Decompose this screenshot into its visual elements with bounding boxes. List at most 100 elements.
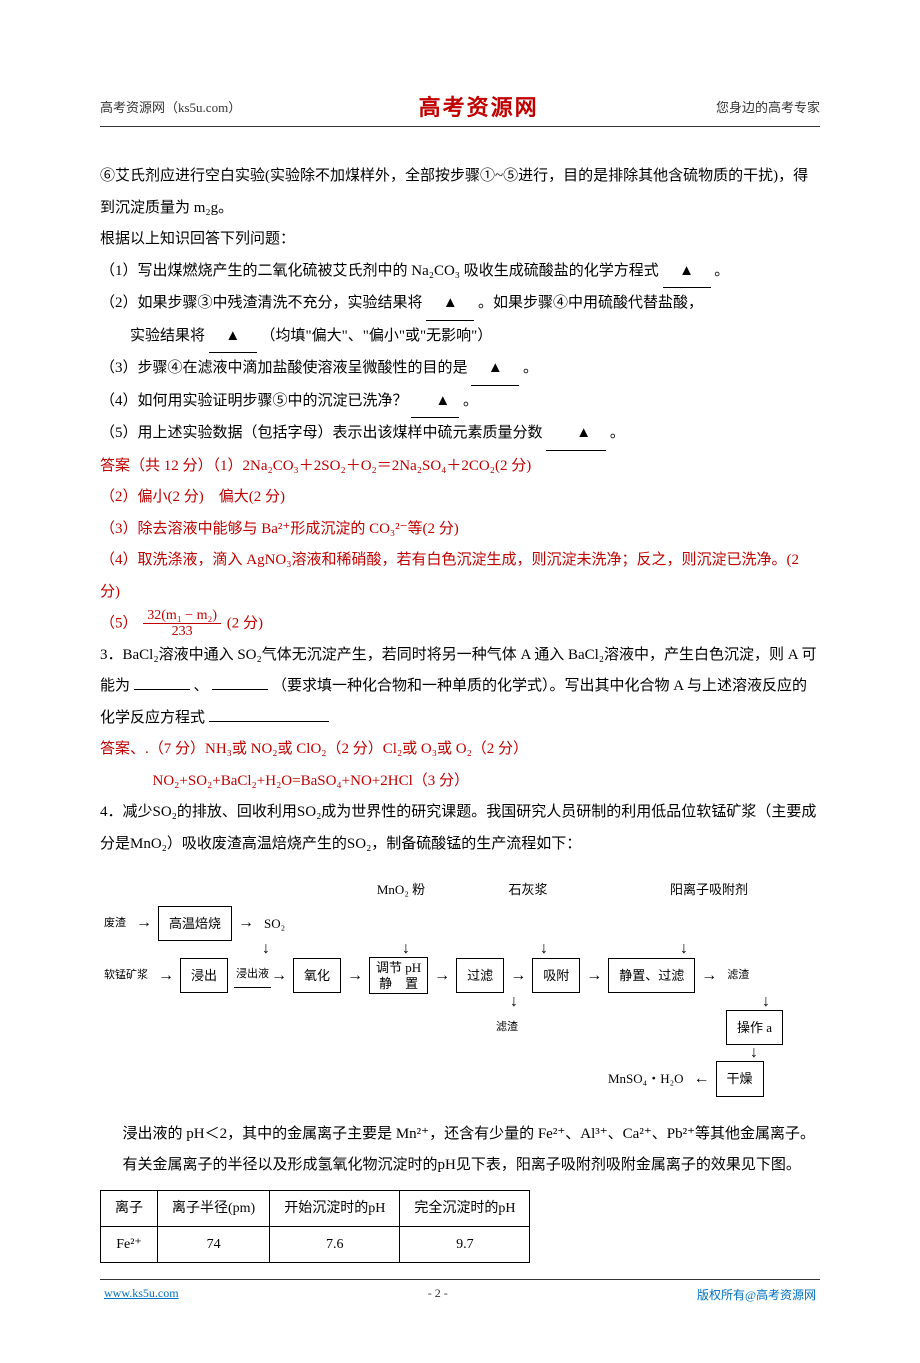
document-body: ⑥艾氏剂应进行空白实验(实验除不加煤样外，全部按步骤①~⑤进行，目的是排除其他含… — [100, 161, 820, 1263]
para-step6: ⑥艾氏剂应进行空白实验(实验除不加煤样外，全部按步骤①~⑤进行，目的是排除其他含… — [100, 161, 820, 224]
th-ion: 离子 — [101, 1190, 158, 1226]
flow-label-residue: 滤渣 — [492, 1016, 522, 1039]
flow-box-line1: 调节 pH — [376, 960, 421, 975]
answer-line-5: （5） 32(m₁ − m₂) 233 (2 分) — [100, 608, 820, 640]
arrow-left-icon — [694, 1062, 710, 1096]
flow-label-mno2: MnO₂ 粉 — [362, 876, 440, 903]
td-ion: Fe²⁺ — [101, 1227, 158, 1263]
page-footer: www.ks5u.com - 2 - 版权所有@高考资源网 — [100, 1286, 820, 1303]
flow-op-a-text: 操作 a — [737, 1020, 772, 1035]
q2a-text: （2）如果步骤③中残渣清洗不充分，实验结果将 — [100, 295, 423, 311]
question-4: （4）如何用实验证明步骤⑤中的沉淀已洗净？ ▲ 。 — [100, 386, 820, 419]
flow-box-filter: 过滤 — [456, 958, 504, 993]
p3-sep: 、 — [194, 678, 209, 694]
arrow-right-icon — [510, 959, 526, 993]
arrow-down-icon — [674, 941, 694, 957]
arrow-right-icon — [434, 959, 450, 993]
problem-4-stem: 4．减少SO₂的排放、回收利用SO₂成为世界性的研究课题。我国研究人员研制的利用… — [100, 797, 820, 860]
td-start-ph: 7.6 — [270, 1227, 400, 1263]
footer-page-number: - 2 - — [428, 1286, 448, 1303]
blank-fill: ▲ — [411, 386, 459, 419]
blank-fill: ▲ — [471, 353, 519, 386]
question-3: （3）步骤④在滤液中滴加盐酸使溶液呈微酸性的目的是 ▲ 。 — [100, 353, 820, 386]
problem-3-answer-1: 答案、.（7 分）NH₃或 NO₂或 ClO₂（2 分）Cl₂或 O₃或 O₂（… — [100, 734, 820, 766]
q1-end: 。 — [714, 263, 729, 279]
blank-marker-icon: ▲ — [225, 328, 240, 344]
header-rule — [100, 126, 820, 127]
page-header: 高考资源网（ks5u.com） 高考资源网 您身边的高考专家 — [100, 90, 820, 122]
q4a-text: （4）如何用实验证明步骤⑤中的沉淀已洗净？ — [100, 393, 408, 409]
q2b-text: 。如果步骤④中用硫酸代替盐酸， — [478, 295, 703, 311]
flow-input-ore: 软锰矿浆 — [100, 964, 152, 987]
flow-output-residue: 滤渣 — [723, 964, 753, 987]
flow-box-settle-filter: 静置、过滤 — [608, 958, 695, 993]
ans5-post: (2 分) — [227, 615, 263, 631]
header-right: 您身边的高考专家 — [716, 97, 820, 116]
flow-label-so2: SO₂ — [260, 910, 289, 937]
flow-product: MnSO₄・H₂O — [604, 1065, 688, 1092]
header-center-logo: 高考资源网 — [419, 90, 539, 122]
arrow-right-icon — [586, 959, 602, 993]
blank-marker-icon: ▲ — [435, 393, 450, 409]
blank-marker-icon: ▲ — [576, 425, 591, 441]
footer-url[interactable]: www.ks5u.com — [104, 1286, 179, 1303]
flow-label-cation: 阳离子吸附剂 — [666, 876, 752, 903]
flow-box-line2: 静 置 — [379, 976, 418, 991]
question-1: （1）写出煤燃烧产生的二氧化硫被艾氏剂中的 Na₂CO₃ 吸收生成硫酸盐的化学方… — [100, 256, 820, 289]
flow-label-leachate: 浸出液 — [234, 963, 271, 987]
q5b-text: 。 — [610, 425, 625, 441]
arrow-right-icon — [158, 959, 174, 993]
arrow-right-icon — [238, 906, 254, 940]
blank-fill — [212, 689, 268, 690]
question-2-line2: 实验结果将 ▲ （均填"偏大"、"偏小"或"无影响"） — [100, 321, 820, 354]
q4b-text: 。 — [463, 393, 478, 409]
arrow-down-icon — [744, 1045, 764, 1061]
arrow-down-icon — [756, 994, 776, 1010]
problem-3-stem: 3．BaCl₂溶液中通入 SO₂气体无沉淀产生，若同时将另一种气体 A 通入 B… — [100, 640, 820, 735]
blank-marker-icon: ▲ — [488, 360, 503, 376]
header-left: 高考资源网（ks5u.com） — [100, 97, 241, 116]
q3b-text: 。 — [523, 360, 538, 376]
answer-line-3: （3）除去溶液中能够与 Ba²⁺形成沉淀的 CO₃²⁻等(2 分) — [100, 514, 820, 546]
post-flow-para-2: 有关金属离子的半径以及形成氢氧化物沉淀时的pH见下表，阳离子吸附剂吸附金属离子的… — [100, 1150, 820, 1182]
blank-marker-icon: ▲ — [679, 256, 694, 288]
ion-table: 离子 离子半径(pm) 开始沉淀时的pH 完全沉淀时的pH Fe²⁺ 74 7.… — [100, 1190, 530, 1264]
th-full-ph: 完全沉淀时的pH — [400, 1190, 530, 1226]
td-radius: 74 — [158, 1227, 270, 1263]
flow-box-oxidize: 氧化 — [293, 958, 341, 993]
flow-input-waste: 废渣 — [100, 912, 130, 935]
arrow-down-icon — [256, 941, 276, 957]
fraction-numerator: 32(m₁ − m₂) — [143, 608, 221, 624]
blank-fill: ▲ — [663, 256, 711, 289]
question-5: （5）用上述实验数据（包括字母）表示出该煤样中硫元素质量分数 ▲ 。 — [100, 418, 820, 451]
blank-fill: ▲ — [546, 418, 606, 451]
answer-line-2: （2）偏小(2 分) 偏大(2 分) — [100, 482, 820, 514]
ans5-pre: （5） — [100, 615, 138, 631]
arrow-right-icon — [701, 959, 717, 993]
process-flowchart: MnO₂ 粉 石灰浆 阳离子吸附剂 废渣 高温焙烧 SO₂ — [100, 876, 820, 1096]
q3a-text: （3）步骤④在滤液中滴加盐酸使溶液呈微酸性的目的是 — [100, 360, 468, 376]
arrow-right-icon — [136, 906, 152, 940]
flow-box-leach: 浸出 — [180, 958, 228, 993]
blank-fill: ▲ — [426, 288, 474, 321]
flow-label-lime: 石灰浆 — [494, 876, 562, 903]
arrow-down-icon — [504, 994, 524, 1010]
th-radius: 离子半径(pm) — [158, 1190, 270, 1226]
q2c-post: （均填"偏大"、"偏小"或"无影响"） — [261, 328, 493, 344]
flow-box-adjust-ph: 调节 pH 静 置 — [369, 957, 428, 994]
arrow-right-icon — [271, 959, 287, 993]
blank-marker-icon: ▲ — [443, 295, 458, 311]
problem-3-answer-2: NO₂+SO₂+BaCl₂+H₂O=BaSO₄+NO+2HCl（3 分） — [100, 766, 820, 798]
para-intro: 根据以上知识回答下列问题： — [100, 224, 820, 256]
answer-line-4: （4）取洗涤液，滴入 AgNO₃溶液和稀硝酸，若有白色沉淀生成，则沉淀未洗净；反… — [100, 545, 820, 608]
q1-text: （1）写出煤燃烧产生的二氧化硫被艾氏剂中的 Na₂CO₃ 吸收生成硫酸盐的化学方… — [100, 263, 659, 279]
arrow-right-icon — [347, 959, 363, 993]
q2c-pre: 实验结果将 — [130, 328, 205, 344]
blank-fill — [209, 721, 329, 722]
question-2-line1: （2）如果步骤③中残渣清洗不充分，实验结果将 ▲ 。如果步骤④中用硫酸代替盐酸， — [100, 288, 820, 321]
flow-box-adsorb: 吸附 — [532, 958, 580, 993]
blank-fill: ▲ — [209, 321, 257, 354]
fraction-denominator: 233 — [143, 624, 221, 639]
arrow-down-icon — [534, 941, 554, 957]
fraction: 32(m₁ − m₂) 233 — [143, 608, 221, 640]
